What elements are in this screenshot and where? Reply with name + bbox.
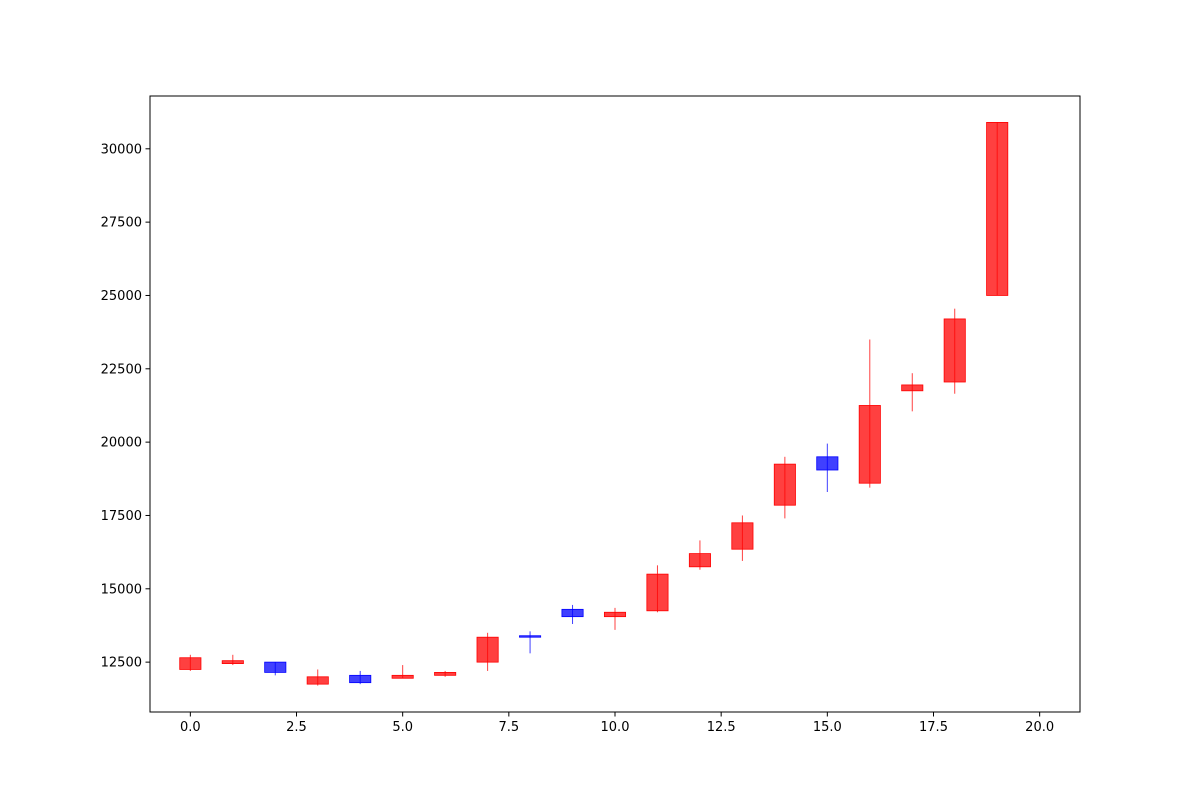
candle-body [561,608,584,618]
candle-body [646,573,669,612]
y-tick-label: 12500 [101,656,142,671]
x-tick-label: 20.0 [1025,720,1054,735]
y-tick-label: 25000 [101,289,142,304]
candle-body [986,122,1009,296]
x-tick-label: 5.0 [392,720,413,735]
y-tick-label: 20000 [101,436,142,451]
candle-19 [986,122,1009,296]
candle-16 [858,339,881,488]
x-tick-label: 2.5 [286,720,307,735]
candle-15 [816,443,839,492]
candle-7 [476,632,499,671]
candle-13 [731,515,754,561]
candles-layer [179,122,1009,686]
y-tick-label: 22500 [101,362,142,377]
candle-5 [391,665,414,679]
x-tick-label: 17.5 [919,720,948,735]
y-tick-label: 30000 [101,142,142,157]
y-axis: 12500 15000 17500 20000 22500 25000 27500 30000 [101,142,150,671]
candle-11 [646,565,669,613]
candle-12 [688,540,711,570]
candle-body [688,553,711,568]
candle-1 [221,654,244,666]
plot-frame [149,95,1081,713]
candle-body [731,522,754,550]
candle-body [391,674,414,679]
candle-17 [901,373,924,412]
candle-2 [264,661,287,676]
candle-body [858,405,881,484]
candle-18 [943,308,966,394]
candle-body [519,635,542,638]
candle-14 [773,456,796,519]
candle-body [434,672,457,676]
candle-body [603,611,627,618]
y-tick-label: 15000 [101,582,142,597]
candle-body [816,456,839,471]
candle-body [901,384,924,392]
candle-3 [306,669,329,686]
x-tick-label: 0.0 [180,720,201,735]
y-tick-label: 27500 [101,216,142,231]
x-axis: 0.0 2.5 5.0 7.5 10.0 12.5 15.0 17.5 20.0 [180,712,1054,735]
candle-6 [434,670,457,677]
candle-body [221,660,244,665]
candle-8 [519,631,542,654]
x-tick-label: 15.0 [813,720,842,735]
candle-body [349,674,372,684]
candle-0 [179,654,202,671]
y-tick-label: 17500 [101,509,142,524]
candle-body [943,318,966,383]
candle-body [179,657,202,670]
candle-10 [603,607,627,630]
candle-body [306,676,329,685]
candle-9 [561,604,584,624]
candle-body [476,636,499,663]
candle-4 [349,670,372,685]
candle-body [773,463,796,506]
x-tick-label: 7.5 [498,720,519,735]
x-tick-label: 10.0 [601,720,630,735]
candle-body [264,661,287,673]
x-tick-label: 12.5 [707,720,736,735]
